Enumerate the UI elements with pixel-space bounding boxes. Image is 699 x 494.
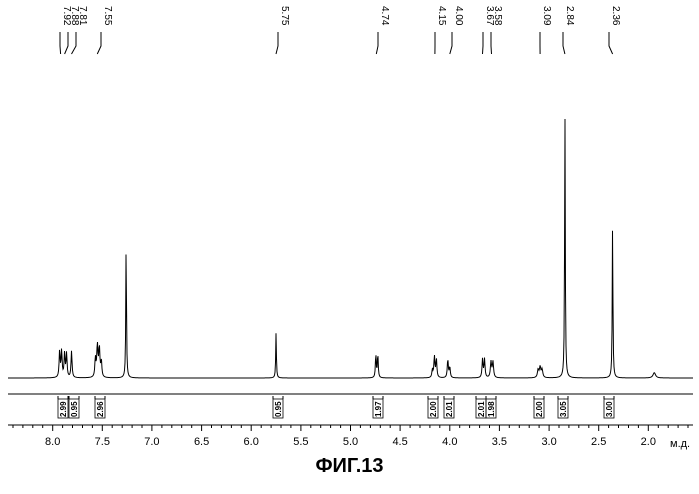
integral-value: 2.01 — [445, 401, 454, 417]
integral-label: 2.00 — [534, 396, 544, 418]
integral-bracket — [428, 396, 438, 399]
peak-label: 2.36 — [609, 6, 621, 54]
x-tick-label: 3.0 — [541, 436, 556, 448]
x-tick-label: 4.0 — [442, 436, 457, 448]
integral-bracket — [95, 396, 105, 399]
peak-label-text: 2.84 — [564, 6, 575, 26]
peak-label-text: 7.55 — [102, 6, 113, 26]
integral-bracket — [373, 396, 383, 399]
peak-label: 4.15 — [435, 6, 447, 54]
integral-label: 0.95 — [273, 396, 283, 418]
x-axis: 8.0 7.5 7.0 6.5 6.0 5.5 5.0 4.5 4.0 3.5 3.0 2.5 2.0 — [8, 425, 693, 448]
integral-bracket — [444, 396, 454, 399]
integral-bracket — [476, 396, 486, 399]
x-tick-label: 6.0 — [244, 436, 259, 448]
x-tick-label: 8.0 — [45, 436, 60, 448]
integral-value: 2.00 — [535, 401, 544, 417]
peak-leader-line — [60, 32, 61, 54]
peak-leader-line — [276, 32, 278, 54]
figure-caption: ФИГ.13 — [0, 455, 699, 478]
peak-label-text: 4.00 — [453, 6, 464, 26]
peak-leader-line — [609, 32, 613, 54]
peak-label: 4.74 — [376, 6, 390, 54]
integral-label: 2.01 — [476, 396, 486, 418]
x-tick-label: 7.0 — [144, 436, 159, 448]
integral-value: 1.98 — [487, 401, 496, 417]
integral-label: 2.99 — [58, 396, 68, 418]
integral-label: 2.00 — [428, 396, 438, 418]
integral-value: 2.00 — [429, 401, 438, 417]
integral-bracket — [486, 396, 496, 399]
peak-leader-line — [65, 32, 68, 54]
integral-bracket — [604, 396, 614, 399]
x-tick-label: 6.5 — [194, 436, 209, 448]
integral-value: 2.01 — [477, 401, 486, 417]
peak-label-text: 4.74 — [379, 6, 390, 26]
integral-value: 3.05 — [559, 401, 568, 417]
integral-value: 1.97 — [374, 401, 383, 417]
peak-label: 5.75 — [276, 6, 290, 54]
peak-label-text: 4.15 — [436, 6, 447, 26]
x-tick-label: 5.0 — [343, 436, 358, 448]
x-tick-label: 4.5 — [392, 436, 407, 448]
integral-value: 2.96 — [96, 401, 105, 417]
peak-label-text: 7.81 — [77, 6, 88, 26]
peak-labels: 7.927.887.817.555.754.744.154.003.673.58… — [60, 6, 621, 54]
integral-region: 2.990.952.960.951.972.002.012.011.982.00… — [8, 394, 693, 418]
peak-leader-line — [563, 32, 565, 54]
peak-label: 7.55 — [97, 6, 113, 54]
integral-value: 2.99 — [59, 401, 68, 417]
integral-value: 0.95 — [274, 401, 283, 417]
integral-label: 2.01 — [444, 396, 454, 418]
peak-label: 4.00 — [450, 6, 464, 54]
x-tick-label: 5.5 — [293, 436, 308, 448]
integral-bracket — [69, 396, 79, 399]
integral-value: 0.95 — [70, 401, 79, 417]
integral-label: 1.97 — [373, 396, 383, 418]
x-tick-label: 3.5 — [492, 436, 507, 448]
integral-label: 1.98 — [486, 396, 496, 418]
peak-label-text: 3.09 — [541, 6, 552, 26]
peak-label-text: 2.36 — [610, 6, 621, 26]
peak-leader-line — [450, 32, 452, 54]
x-tick-label: 2.5 — [591, 436, 606, 448]
x-tick-label: 7.5 — [95, 436, 110, 448]
x-tick-label: 2.0 — [641, 436, 656, 448]
peak-leader-line — [72, 32, 77, 54]
peak-leader-line — [483, 32, 484, 54]
integral-label: 3.05 — [558, 396, 568, 418]
peak-label-text: 3.58 — [492, 6, 503, 26]
integral-bracket — [534, 396, 544, 399]
peak-label: 2.84 — [563, 6, 575, 54]
peak-leader-line — [376, 32, 378, 54]
integral-value: 3.00 — [605, 401, 614, 417]
integral-label: 0.95 — [69, 396, 79, 418]
integral-bracket — [58, 396, 68, 399]
spectrum-trace — [8, 119, 693, 378]
integral-label: 2.96 — [95, 396, 105, 418]
peak-label-text: 5.75 — [279, 6, 290, 26]
peak-leader-line — [97, 32, 101, 54]
peak-leader-line — [491, 32, 492, 54]
integral-bracket — [273, 396, 283, 399]
peak-label: 3.58 — [491, 6, 503, 54]
integral-label: 3.00 — [604, 396, 614, 418]
x-axis-unit-label: м.д. — [670, 438, 690, 450]
peak-label: 3.09 — [540, 6, 552, 54]
integral-bracket — [558, 396, 568, 399]
